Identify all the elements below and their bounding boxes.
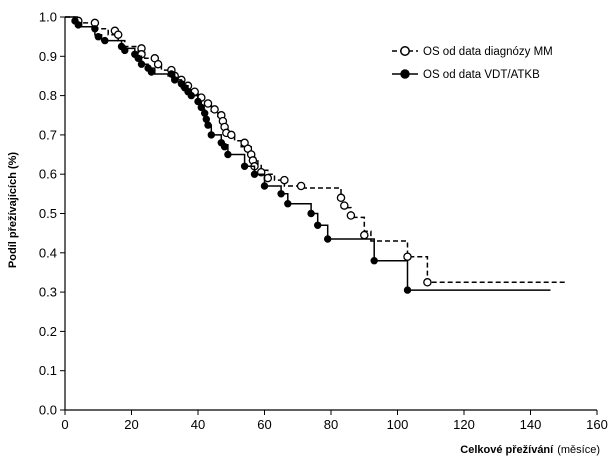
censor-marker-filled: [147, 68, 156, 76]
censor-marker-open: [423, 278, 432, 287]
series-1: [65, 16, 551, 294]
x-tick-label: 140: [520, 417, 542, 432]
censor-marker-open: [153, 59, 163, 69]
censor-marker-filled: [204, 121, 212, 129]
censor-marker-filled: [220, 142, 229, 151]
censor-marker-filled: [307, 209, 315, 218]
y-tick-label: 0.2: [39, 324, 57, 339]
censor-marker-filled: [121, 46, 129, 55]
censor-marker-open: [346, 211, 356, 220]
censor-marker-filled: [101, 36, 109, 45]
censor-marker-filled: [167, 70, 176, 78]
censor-marker-open: [203, 99, 213, 108]
x-tick-label: 60: [257, 417, 271, 432]
censor-marker-filled: [194, 97, 202, 106]
y-tick-label: 0.0: [39, 403, 57, 418]
x-axis-title-unit: (měsíce): [557, 444, 600, 456]
legend-label-diagnosis: OS od data diagnózy MM: [423, 46, 553, 58]
censor-marker-open: [403, 252, 412, 261]
censor-marker-open: [263, 173, 273, 183]
censor-marker-filled: [284, 199, 292, 208]
y-tick-label: 0.7: [39, 127, 57, 142]
y-tick-label: 1.0: [39, 10, 57, 25]
y-tick-label: 0.9: [39, 49, 57, 64]
plot-area: [65, 16, 568, 294]
x-axis-title-main: Celkové přežívání: [460, 444, 554, 456]
censor-marker-filled: [260, 182, 269, 190]
censor-marker-open: [336, 193, 346, 203]
censor-marker-filled: [137, 60, 146, 68]
censor-marker-filled: [91, 25, 99, 33]
x-tick-label: 80: [324, 417, 338, 432]
censor-marker-filled: [224, 150, 232, 159]
y-axis-title: Podíl přežívajících (%): [7, 152, 19, 268]
y-tick-label: 0.4: [39, 245, 57, 260]
x-axis-title: Celkové přežívání (měsíce): [460, 444, 600, 456]
censor-marker-filled: [277, 190, 285, 198]
legend-label-vdt: OS od data VDT/ATKB: [423, 69, 540, 81]
censor-marker-filled: [314, 221, 322, 229]
y-tick-label: 0.3: [39, 285, 57, 300]
x-tick-label: 100: [387, 417, 409, 432]
censor-marker-open: [113, 30, 123, 39]
censor-marker-filled: [170, 76, 179, 84]
censor-marker-filled: [324, 235, 332, 243]
y-tick-label: 0.5: [39, 206, 57, 221]
y-tick-label: 0.6: [39, 167, 57, 182]
y-axis: 0.0 0.1 0.2 0.3 0.4 0.5 0.6 0.7 0.8 0.9 1.0: [39, 10, 66, 418]
censor-marker-filled: [403, 286, 412, 294]
x-tick-label: 160: [586, 417, 608, 432]
x-tick-label: 40: [191, 417, 205, 432]
x-tick-label: 0: [61, 417, 68, 432]
censor-marker-filled: [197, 103, 205, 112]
y-tick-label: 0.1: [39, 363, 57, 378]
censor-marker-filled: [134, 54, 142, 62]
legend-entry-diagnosis: OS od data diagnózy MM: [392, 46, 553, 58]
censor-marker-filled: [187, 91, 195, 100]
x-tick-label: 20: [124, 417, 138, 432]
censor-marker-filled: [74, 21, 82, 29]
x-tick-label: 120: [453, 417, 475, 432]
censor-marker-filled: [370, 257, 378, 265]
legend-entry-vdt: OS od data VDT/ATKB: [392, 69, 540, 81]
censor-marker-open: [360, 230, 369, 240]
x-axis: 0 20 40 60 80 100 120 140 160: [61, 409, 608, 432]
legend: OS od data diagnózy MM OS od data VDT/AT…: [392, 46, 553, 81]
legend-open-circle-icon: [400, 46, 410, 56]
censor-marker-filled: [250, 170, 259, 178]
censor-marker-filled: [240, 162, 249, 170]
censor-marker-open: [296, 181, 306, 191]
censor-marker-filled: [207, 131, 215, 139]
legend-filled-circle-icon: [400, 69, 410, 79]
y-tick-label: 0.8: [39, 88, 57, 103]
censor-marker-filled: [94, 33, 102, 41]
censor-marker-open: [227, 130, 236, 140]
censor-marker-open: [210, 105, 219, 114]
censor-marker-open: [340, 201, 349, 210]
censor-marker-open: [280, 175, 289, 185]
